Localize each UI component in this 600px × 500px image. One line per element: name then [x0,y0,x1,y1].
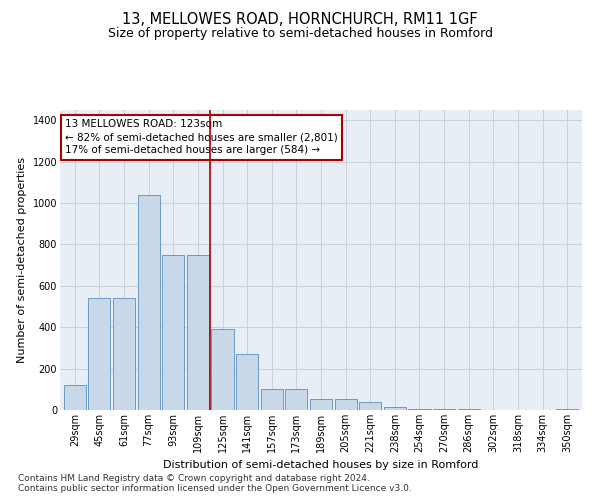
Bar [260,390,283,410]
Bar [137,195,160,410]
Bar [359,402,382,410]
Bar [64,385,86,410]
Text: Contains HM Land Registry data © Crown copyright and database right 2024.: Contains HM Land Registry data © Crown c… [18,474,370,483]
Bar [433,409,455,410]
Bar [556,409,578,410]
Bar [458,409,480,410]
Bar [409,409,431,410]
Bar [310,398,332,410]
Text: 13 MELLOWES ROAD: 123sqm
← 82% of semi-detached houses are smaller (2,801)
17% o: 13 MELLOWES ROAD: 123sqm ← 82% of semi-d… [65,119,338,156]
Text: Contains public sector information licensed under the Open Government Licence v3: Contains public sector information licen… [18,484,412,493]
Bar [285,390,307,410]
Text: Size of property relative to semi-detached houses in Romford: Size of property relative to semi-detach… [107,28,493,40]
Bar [211,330,233,410]
Bar [113,298,135,410]
Bar [187,255,209,410]
X-axis label: Distribution of semi-detached houses by size in Romford: Distribution of semi-detached houses by … [163,460,479,470]
Bar [88,298,110,410]
Y-axis label: Number of semi-detached properties: Number of semi-detached properties [17,157,27,363]
Bar [236,354,258,410]
Text: 13, MELLOWES ROAD, HORNCHURCH, RM11 1GF: 13, MELLOWES ROAD, HORNCHURCH, RM11 1GF [122,12,478,28]
Bar [384,407,406,410]
Bar [335,398,357,410]
Bar [162,255,184,410]
